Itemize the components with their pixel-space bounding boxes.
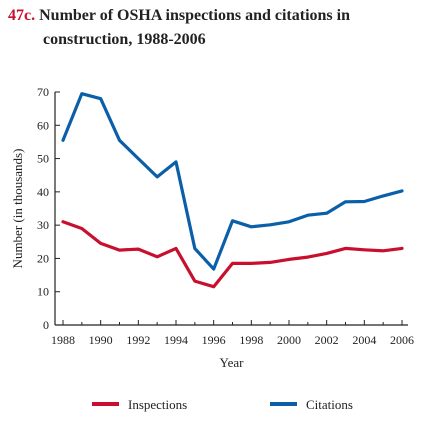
chart-legend: Inspections Citations	[92, 397, 353, 412]
y-axis-ticks: 0 10 20 30 40 50 60 70	[37, 85, 60, 332]
chart-axes	[54, 92, 408, 326]
figure-number: 47c.	[8, 7, 36, 24]
x-tick-label: 1996	[202, 333, 226, 347]
x-tick-label: 1998	[239, 333, 263, 347]
x-axis-title: Year	[220, 355, 245, 370]
x-tick-label: 1988	[51, 333, 75, 347]
x-tick-label: 2004	[352, 333, 376, 347]
legend-label-inspections: Inspections	[128, 397, 187, 412]
title-line-1: Number of OSHA inspections and citations…	[39, 7, 350, 24]
y-tick-label: 40	[37, 185, 49, 199]
chart-title: 47c. Number of OSHA inspections and cita…	[8, 4, 428, 52]
x-tick-label: 2006	[390, 333, 414, 347]
y-axis-title: Number (in thousands)	[10, 149, 25, 269]
x-tick-label: 1994	[164, 333, 188, 347]
legend-label-citations: Citations	[306, 397, 353, 412]
x-tick-label: 2002	[315, 333, 339, 347]
x-tick-label: 2000	[277, 333, 301, 347]
y-tick-label: 70	[37, 85, 49, 99]
x-tick-label: 1990	[89, 333, 113, 347]
x-axis-ticks: 1988 1990 1992 1994 1996 1998 2000 2002 2004 2006	[51, 320, 414, 347]
y-tick-label: 20	[37, 251, 49, 265]
y-tick-label: 30	[37, 218, 49, 232]
x-tick-label: 1992	[126, 333, 150, 347]
series-lines	[61, 92, 404, 289]
y-tick-label: 0	[43, 318, 49, 332]
series-line-inspections	[61, 220, 404, 289]
y-tick-label: 60	[37, 118, 49, 132]
y-tick-label: 10	[37, 285, 49, 299]
y-tick-label: 50	[37, 152, 49, 166]
series-line-citations	[61, 92, 404, 271]
title-line-2: construction, 1988-2006	[43, 31, 206, 48]
